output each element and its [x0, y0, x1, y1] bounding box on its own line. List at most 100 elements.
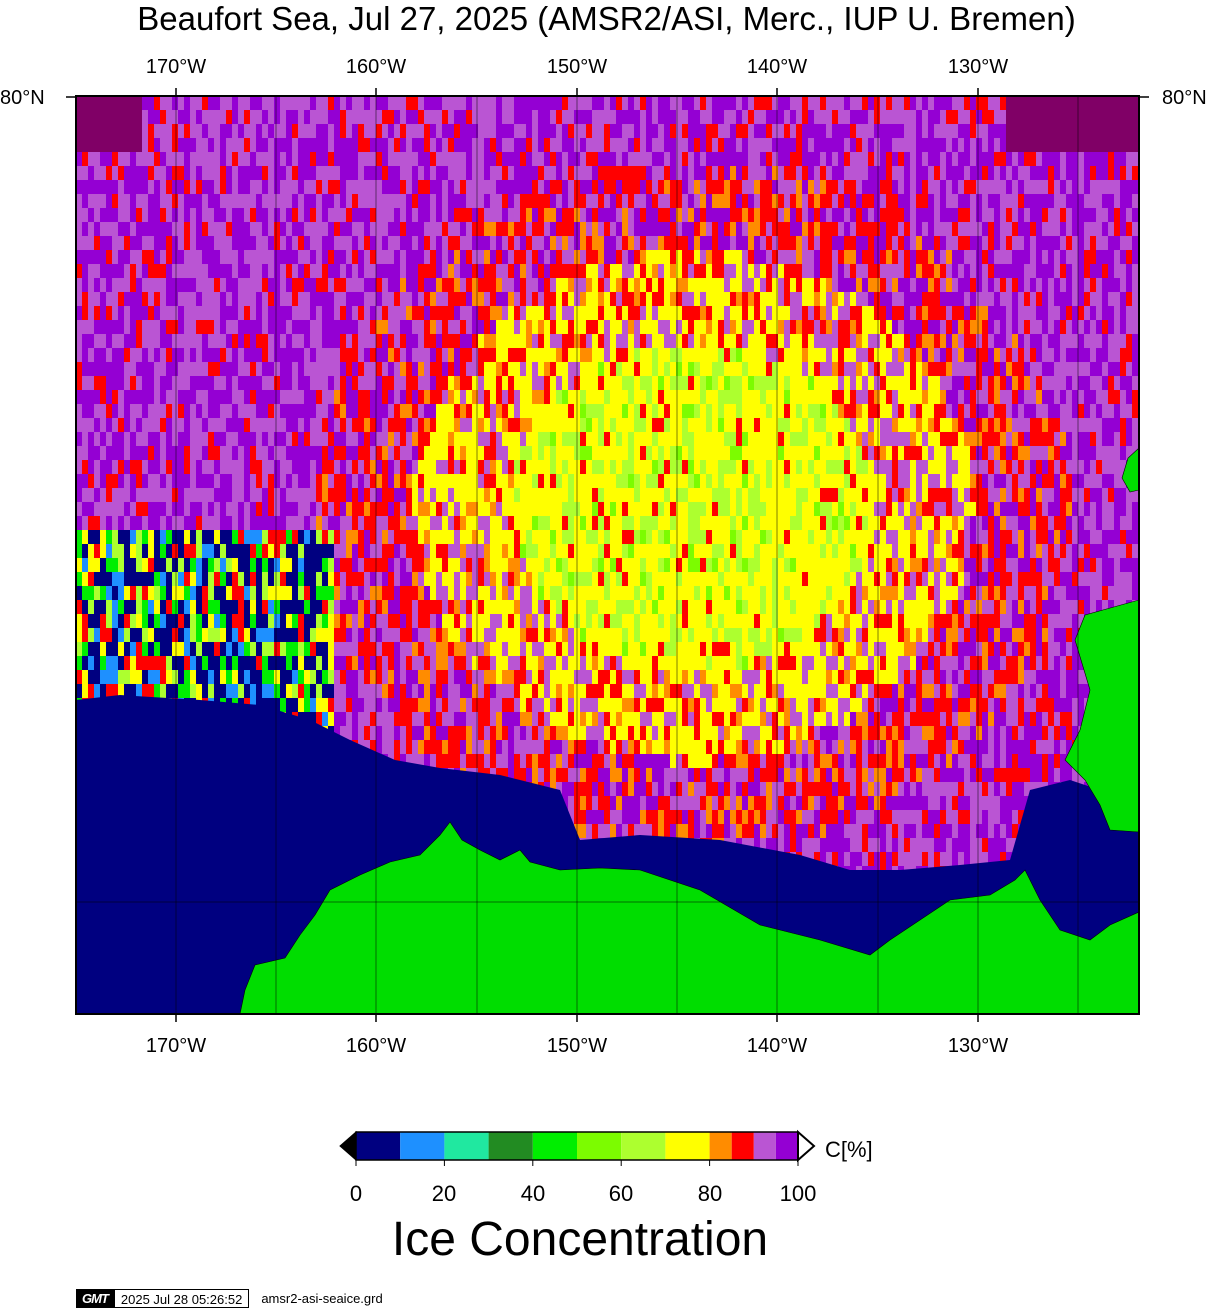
ice-cell — [346, 348, 352, 362]
ice-cell — [328, 124, 334, 138]
ice-cell — [898, 348, 904, 362]
ice-cell — [454, 432, 460, 446]
ice-cell — [178, 306, 184, 320]
ice-cell — [1054, 138, 1060, 152]
ice-cell — [382, 292, 388, 306]
ice-cell — [274, 110, 280, 124]
ice-cell — [796, 446, 802, 460]
ice-cell — [250, 236, 256, 250]
ice-cell — [982, 236, 988, 250]
ice-cell — [454, 292, 460, 306]
ice-cell — [688, 124, 694, 138]
ice-cell — [1066, 460, 1072, 474]
ice-cell — [982, 208, 988, 222]
ice-cell — [1066, 404, 1072, 418]
ice-cell — [820, 460, 826, 474]
ice-cell — [226, 418, 232, 432]
ice-cell — [1000, 166, 1006, 180]
ice-cell — [226, 236, 232, 250]
ice-cell — [976, 96, 982, 110]
ice-cell — [934, 446, 940, 460]
ice-cell — [202, 208, 208, 222]
ice-cell — [862, 152, 868, 166]
ice-cell — [706, 292, 712, 306]
ice-cell — [1060, 334, 1066, 348]
ice-cell — [934, 390, 940, 404]
ice-cell — [118, 152, 124, 166]
ice-cell — [922, 320, 928, 334]
ice-cell — [820, 306, 826, 320]
ice-cell — [508, 376, 514, 390]
ice-cell — [988, 390, 994, 404]
ice-cell — [106, 194, 112, 208]
ice-cell — [682, 138, 688, 152]
ice-cell — [1096, 166, 1102, 180]
ice-cell — [964, 418, 970, 432]
ice-cell — [862, 348, 868, 362]
ice-cell — [658, 418, 664, 432]
ice-cell — [778, 138, 784, 152]
ice-cell — [664, 124, 670, 138]
ice-cell — [1090, 390, 1096, 404]
ice-cell — [1132, 264, 1138, 278]
ice-cell — [508, 362, 514, 376]
ice-cell — [388, 432, 394, 446]
ice-cell — [226, 320, 232, 334]
ice-cell — [1066, 110, 1072, 124]
ice-cell — [1096, 418, 1102, 432]
ice-cell — [478, 236, 484, 250]
ice-cell — [892, 166, 898, 180]
ice-cell — [406, 334, 412, 348]
ice-cell — [334, 110, 340, 124]
ice-cell — [1036, 376, 1042, 390]
ice-cell — [586, 236, 592, 250]
ice-cell — [502, 250, 508, 264]
ice-cell — [388, 418, 394, 432]
ice-cell — [310, 152, 316, 166]
ice-cell — [448, 446, 454, 460]
ice-cell — [1048, 446, 1054, 460]
ice-cell — [934, 306, 940, 320]
ice-cell — [934, 166, 940, 180]
ice-cell — [676, 432, 682, 446]
ice-cell — [238, 390, 244, 404]
ice-cell — [1078, 292, 1084, 306]
ice-cell — [940, 222, 946, 236]
ice-cell — [316, 166, 322, 180]
ice-cell — [910, 222, 916, 236]
ice-cell — [262, 418, 268, 432]
ice-cell — [718, 96, 724, 110]
ice-cell — [1030, 222, 1036, 236]
ice-cell — [202, 306, 208, 320]
ice-cell — [382, 320, 388, 334]
ice-cell — [448, 236, 454, 250]
ice-cell — [844, 278, 850, 292]
ice-cell — [556, 474, 562, 488]
ice-cell — [772, 236, 778, 250]
ice-cell — [928, 418, 934, 432]
ice-cell — [748, 180, 754, 194]
ice-cell — [634, 446, 640, 460]
ice-cell — [292, 124, 298, 138]
ice-cell — [220, 180, 226, 194]
ice-cell — [628, 124, 634, 138]
ice-cell — [766, 278, 772, 292]
ice-cell — [682, 474, 688, 488]
ice-cell — [592, 96, 598, 110]
ice-cell — [1000, 250, 1006, 264]
ice-cell — [142, 376, 148, 390]
ice-cell — [1102, 208, 1108, 222]
ice-cell — [730, 180, 736, 194]
ice-cell — [526, 348, 532, 362]
ice-cell — [562, 152, 568, 166]
ice-cell — [352, 320, 358, 334]
ice-cell — [1012, 348, 1018, 362]
ice-cell — [250, 474, 256, 488]
ice-cell — [664, 180, 670, 194]
ice-cell — [508, 180, 514, 194]
ice-cell — [970, 152, 976, 166]
ice-cell — [712, 404, 718, 418]
ice-cell — [1090, 152, 1096, 166]
ice-cell — [844, 222, 850, 236]
ice-cell — [376, 432, 382, 446]
